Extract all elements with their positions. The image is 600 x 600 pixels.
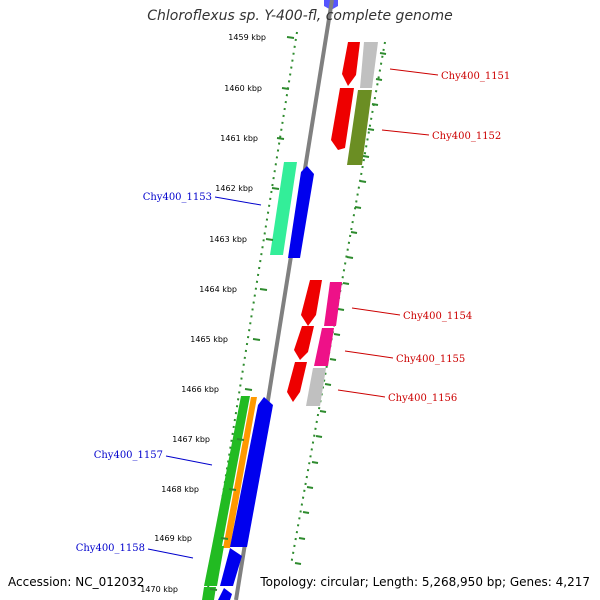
gene-leader-line (214, 196, 262, 206)
gene-arrow (306, 368, 326, 406)
gene-label[interactable]: Chy400_1151 (441, 71, 510, 82)
forward-tick-mark (337, 308, 345, 311)
forward-tick-mark (298, 537, 306, 540)
gene-label[interactable]: Chy400_1158 (76, 543, 145, 554)
kbp-tick-label: 1459 kbp (228, 33, 266, 42)
gene-label[interactable]: Chy400_1157 (94, 450, 163, 461)
forward-tick-mark (350, 231, 358, 234)
gene-arrow (223, 397, 257, 548)
forward-tick-mark (333, 333, 341, 336)
forward-tick-mark (362, 155, 370, 158)
kbp-tick-label: 1467 kbp (172, 435, 210, 444)
gene-arrow (230, 397, 273, 547)
kbp-tick-mark (276, 137, 285, 140)
kbp-labels: 1459 kbp 1460 kbp 1461 kbp 1462 kbp 1463 kbp… (140, 33, 266, 594)
page-title: Chloroflexus sp. Y-400-fl, complete geno… (147, 8, 453, 24)
forward-tick-mark (375, 78, 383, 81)
forward-tick-mark (311, 461, 319, 464)
gene-label[interactable]: Chy400_1156 (388, 393, 457, 404)
gene-leader-line (351, 307, 401, 316)
gene-arrow (342, 42, 360, 86)
kbp-tick-label: 1465 kbp (190, 335, 228, 344)
gene-arrow (314, 328, 334, 366)
kbp-tick-mark (236, 438, 245, 441)
kbp-tick-label: 1461 kbp (220, 134, 258, 143)
forward-tick-lane (290, 41, 386, 566)
forward-tick-mark (306, 486, 314, 489)
kbp-tick-mark (286, 36, 295, 39)
gene-arrow (324, 282, 342, 326)
kbp-tick-marks (209, 36, 295, 591)
topology-label: Topology: circular; Length: 5,268,950 bp… (260, 575, 590, 589)
gene-arrow (204, 546, 224, 586)
gene-leader-line (337, 389, 386, 398)
kbp-tick-label: 1464 kbp (199, 285, 237, 294)
gene-leader-line (147, 548, 194, 559)
forward-tick-mark (315, 435, 323, 438)
kbp-tick-label: 1463 kbp (209, 235, 247, 244)
gene-leader-line (344, 350, 394, 359)
kbp-tick-mark (265, 238, 274, 241)
forward-tick-mark (302, 511, 310, 514)
kbp-tick-mark (271, 187, 280, 190)
forward-tick-mark (294, 562, 302, 565)
gene-arrow (287, 362, 307, 402)
reverse-tick-lane (205, 31, 298, 600)
forward-tick-mark (379, 52, 387, 55)
forward-tick-mark (342, 282, 350, 285)
forward-tick-mark (371, 103, 379, 106)
gene-label[interactable]: Chy400_1153 (143, 192, 212, 203)
forward-tick-mark (346, 256, 354, 259)
kbp-tick-mark (228, 488, 237, 491)
gene-arrow (347, 90, 372, 165)
kbp-tick-label: 1468 kbp (161, 485, 199, 494)
kbp-tick-label: 1462 kbp (215, 184, 253, 193)
gene-arrow (301, 280, 322, 326)
gene-label[interactable]: Chy400_1155 (396, 354, 465, 365)
gene-arrow (294, 326, 314, 360)
gene-arrow (270, 162, 297, 255)
gene-leader-line (165, 455, 213, 466)
kbp-tick-mark (259, 288, 268, 291)
forward-tick-mark (329, 358, 337, 361)
accession-label: Accession: NC_012032 (8, 575, 145, 589)
gene-label[interactable]: Chy400_1154 (403, 311, 472, 322)
forward-tick-mark (359, 180, 367, 183)
kbp-tick-mark (281, 87, 290, 90)
gene-arrow (331, 88, 354, 150)
kbp-tick-label: 1470 kbp (140, 585, 178, 594)
gene-label[interactable]: Chy400_1152 (432, 131, 501, 142)
gene-arrow (360, 42, 378, 88)
forward-tick-mark (324, 383, 332, 386)
gene-arrow (212, 396, 250, 546)
gene-arrow (218, 588, 232, 600)
kbp-tick-mark (220, 537, 229, 540)
kbp-tick-mark (244, 388, 253, 391)
forward-tick-mark (354, 206, 362, 209)
kbp-tick-label: 1466 kbp (181, 385, 219, 394)
gene-arrow (288, 166, 314, 258)
gene-leader-line (381, 129, 430, 136)
gene-arrow (220, 548, 242, 586)
forward-tick-mark (367, 128, 375, 131)
kbp-tick-mark (209, 588, 218, 591)
gene-labels: Chy400_1151 Chy400_1152 Chy400_1153 Chy400_… (76, 68, 510, 559)
kbp-tick-mark (252, 338, 261, 341)
forward-tick-marks (294, 52, 387, 565)
gene-leader-line (389, 68, 439, 76)
forward-tick-mark (319, 410, 327, 413)
kbp-tick-label: 1469 kbp (154, 534, 192, 543)
kbp-tick-label: 1460 kbp (224, 84, 262, 93)
